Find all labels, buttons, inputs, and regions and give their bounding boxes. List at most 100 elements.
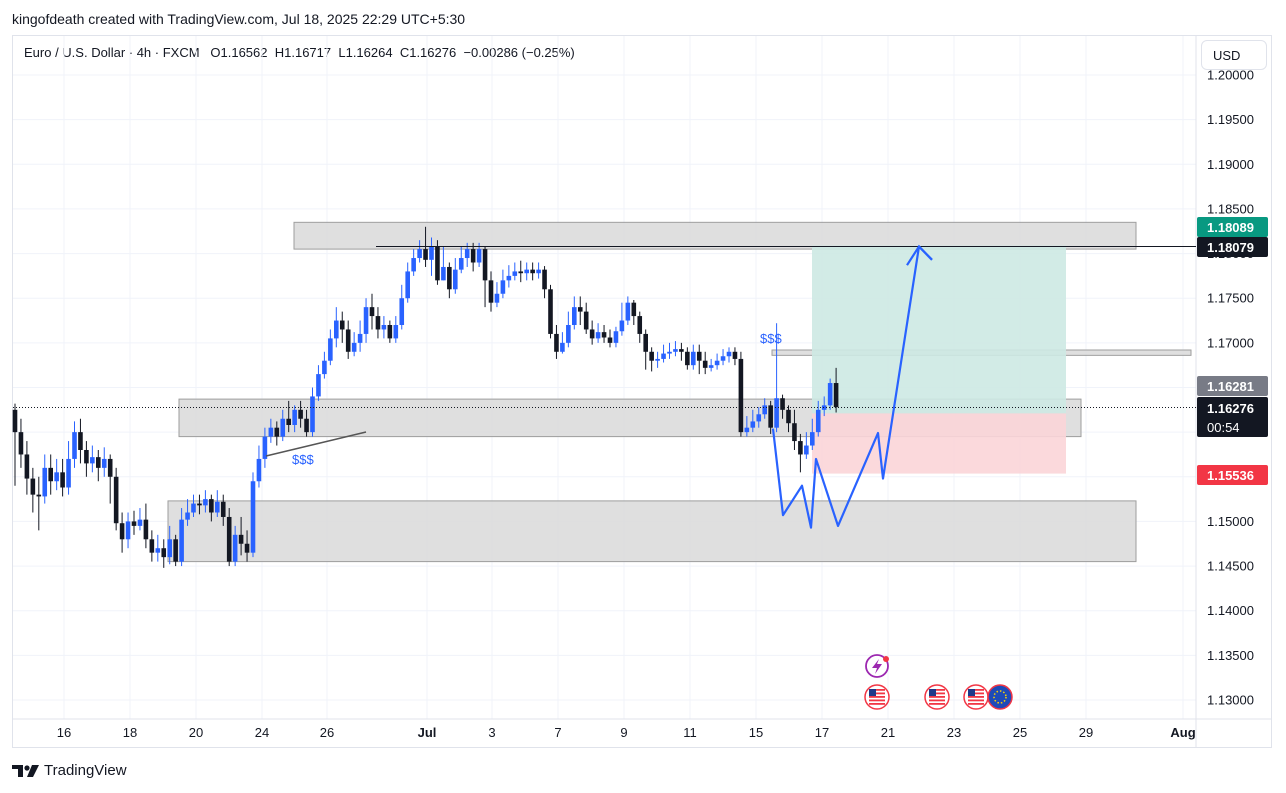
eu-flag-icon (987, 684, 1013, 710)
candle-body (280, 418, 286, 437)
notification-dot (883, 656, 889, 662)
candle-down (833, 367, 839, 413)
candle-up (256, 445, 262, 488)
candle-body (512, 271, 518, 276)
candle-down (482, 246, 488, 308)
candle-down (530, 262, 535, 281)
flag-stripe (869, 696, 885, 698)
candle-down (60, 458, 65, 497)
candle-body (530, 269, 535, 274)
candle-body (155, 548, 161, 553)
legend-low: L1.16264 (338, 45, 393, 60)
candle-up (810, 418, 815, 450)
candle-down (113, 467, 119, 531)
candle-down (786, 405, 791, 433)
candle-body (714, 360, 720, 366)
candle-body (36, 494, 42, 497)
candle-body (821, 405, 827, 410)
candle-body (345, 329, 351, 352)
lightning-event-icon (865, 654, 889, 678)
demand-zone (167, 500, 1137, 563)
time-tick-label: 16 (57, 725, 71, 740)
time-tick-label: 18 (123, 725, 137, 740)
candle-down (298, 400, 303, 428)
flag-stripe (869, 703, 885, 705)
candle-body (655, 358, 660, 361)
candle-up (625, 296, 631, 325)
price-tick-label: 1.19000 (1207, 157, 1254, 172)
candle-body (274, 427, 280, 437)
candle-body (60, 472, 65, 488)
time-tick-label: Aug (1170, 725, 1195, 740)
candle-up (262, 427, 268, 468)
currency-button[interactable]: USD (1201, 40, 1267, 70)
flag-stripe (968, 696, 984, 698)
candle-down (768, 400, 773, 434)
candle-up (458, 246, 464, 274)
candle-up (661, 344, 666, 363)
candle-body (572, 307, 577, 325)
candle-body (137, 519, 143, 526)
candle-body (351, 342, 357, 352)
time-tick-label: 29 (1079, 725, 1093, 740)
us-event-icon (864, 684, 890, 710)
candle-down (369, 293, 375, 330)
candle-body (113, 476, 119, 524)
candle-down (286, 400, 291, 433)
candle-up (815, 400, 821, 437)
candle-down (685, 347, 690, 370)
candle-body (720, 356, 726, 361)
flag-stripe (869, 689, 885, 691)
candle-body (143, 519, 149, 540)
candle-body (262, 436, 268, 459)
chart-frame (12, 35, 1272, 748)
projection-path (771, 245, 933, 529)
candle-body (691, 351, 696, 366)
candle-up (203, 490, 208, 513)
candle-body (649, 351, 654, 361)
candle-body (250, 481, 256, 553)
flag-canton (929, 689, 936, 696)
candle-up (726, 347, 732, 363)
candle-up (708, 358, 714, 372)
candle-down (220, 494, 226, 526)
candle-body (583, 311, 589, 330)
badge-countdown: 00:54 (1207, 420, 1240, 435)
candle-up (191, 494, 196, 517)
candle-up (101, 447, 107, 477)
candle-body (786, 409, 791, 424)
badge-label: 1.16276 (1207, 401, 1254, 416)
price-tick-label: 1.14500 (1207, 559, 1254, 574)
candle-down (696, 344, 702, 375)
candle-body (506, 275, 512, 281)
tradingview-footer: TradingView (12, 762, 127, 779)
badge-background (1197, 237, 1268, 257)
candle-body (429, 246, 434, 260)
candle-body (215, 501, 220, 513)
candle-up (667, 342, 672, 359)
candle-up (322, 351, 327, 379)
candle-body (185, 512, 190, 520)
symbol-legend: Euro / U.S. Dollar · 4h · FXCM O1.16562 … (24, 45, 575, 60)
candle-down (30, 467, 36, 513)
candle-up (215, 490, 220, 517)
candle-up (804, 432, 809, 459)
projection-arrowhead (906, 244, 933, 266)
price-tick-label: 1.17000 (1207, 335, 1254, 350)
candle-up (66, 441, 71, 495)
candle-body (631, 302, 637, 317)
candle-body (411, 258, 416, 272)
candle-up (185, 499, 190, 526)
candle-body (458, 258, 464, 270)
candle-down (792, 409, 797, 450)
candle-body (179, 519, 184, 562)
candle-body (316, 374, 321, 397)
flag-stripe (929, 703, 945, 705)
candle-body (441, 266, 446, 281)
candle-up (72, 421, 77, 468)
candle-up (393, 316, 399, 343)
candle-down (679, 342, 684, 361)
candle-down (577, 296, 583, 325)
candle-body (399, 298, 405, 325)
